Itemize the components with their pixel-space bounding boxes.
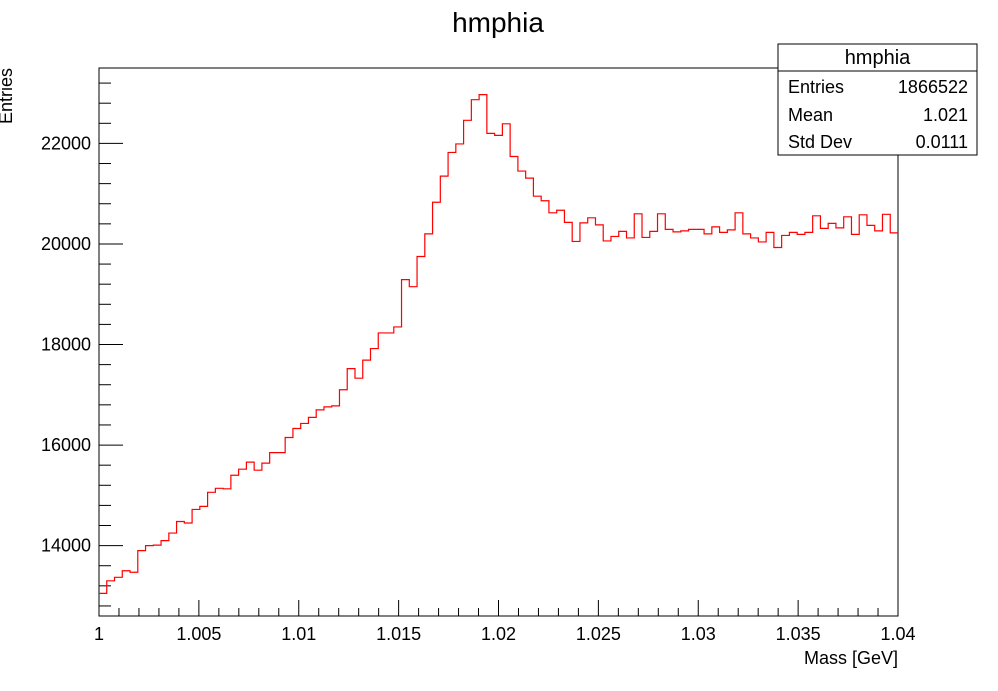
- y-tick-label: 14000: [41, 536, 91, 556]
- y-axis-label: Entries: [0, 68, 16, 124]
- stats-stddev-label: Std Dev: [788, 132, 852, 152]
- x-tick-label: 1.015: [376, 624, 421, 644]
- stats-entries-value: 1866522: [898, 77, 968, 97]
- stats-box: hmphia Entries 1866522 Mean 1.021 Std De…: [777, 43, 978, 156]
- x-tick-label: 1.02: [481, 624, 516, 644]
- x-tick-label: 1.01: [281, 624, 316, 644]
- stats-stddev-value: 0.0111: [916, 132, 968, 152]
- y-tick-label: 16000: [41, 435, 91, 455]
- x-tick-label: 1.03: [681, 624, 716, 644]
- y-tick-label: 20000: [41, 234, 91, 254]
- stats-entries-label: Entries: [788, 77, 844, 97]
- stats-box-title: hmphia: [845, 47, 911, 69]
- x-tick-label: 1.04: [880, 624, 915, 644]
- stats-mean-label: Mean: [788, 105, 833, 125]
- x-axis: 1 1.005 1.01 1.015 1.02 1.025 1.03 1.035 1.04: [94, 600, 916, 644]
- y-axis: 14000 16000 18000 20000 22000: [41, 82, 123, 607]
- x-tick-label: 1.005: [176, 624, 221, 644]
- x-tick-label: 1.025: [576, 624, 621, 644]
- x-tick-label: 1.035: [776, 624, 821, 644]
- y-tick-label: 18000: [41, 335, 91, 355]
- stats-mean-value: 1.021: [923, 105, 968, 125]
- chart-title: hmphia: [452, 7, 544, 38]
- x-tick-label: 1: [94, 624, 104, 644]
- histogram-series-line: [99, 94, 898, 594]
- stats-box-frame: [777, 43, 978, 156]
- y-tick-label: 22000: [41, 133, 91, 153]
- x-axis-label: Mass [GeV]: [804, 648, 898, 668]
